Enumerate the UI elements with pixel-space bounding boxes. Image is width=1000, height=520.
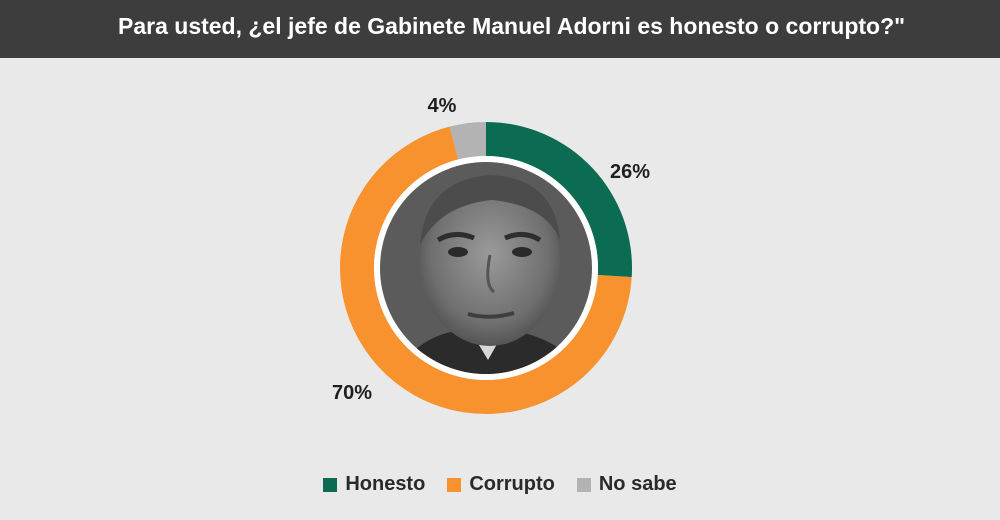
legend: Honesto Corrupto No sabe [0,473,1000,496]
legend-item-corrupto: Corrupto [447,473,555,496]
legend-swatch [323,477,338,492]
portrait-photo [374,156,598,380]
legend-label: Corrupto [469,473,555,495]
slice-label-honesto: 26% [610,161,650,183]
legend-label: Honesto [345,473,426,495]
slice-no-sabe [449,122,486,160]
legend-swatch [447,477,462,492]
legend-label: No sabe [598,473,677,495]
legend-item-no-sabe: No sabe [576,473,677,496]
legend-swatch [576,477,591,492]
slice-honesto [486,122,632,278]
chart-title: Para usted, ¿el jefe de Gabinete Manuel … [118,13,906,39]
slice-label-no-sabe: 4% [428,95,457,117]
title-bar: Para usted, ¿el jefe de Gabinete Manuel … [0,0,1000,58]
slice-label-corrupto: 70% [332,382,372,404]
legend-item-honesto: Honesto [323,473,425,496]
